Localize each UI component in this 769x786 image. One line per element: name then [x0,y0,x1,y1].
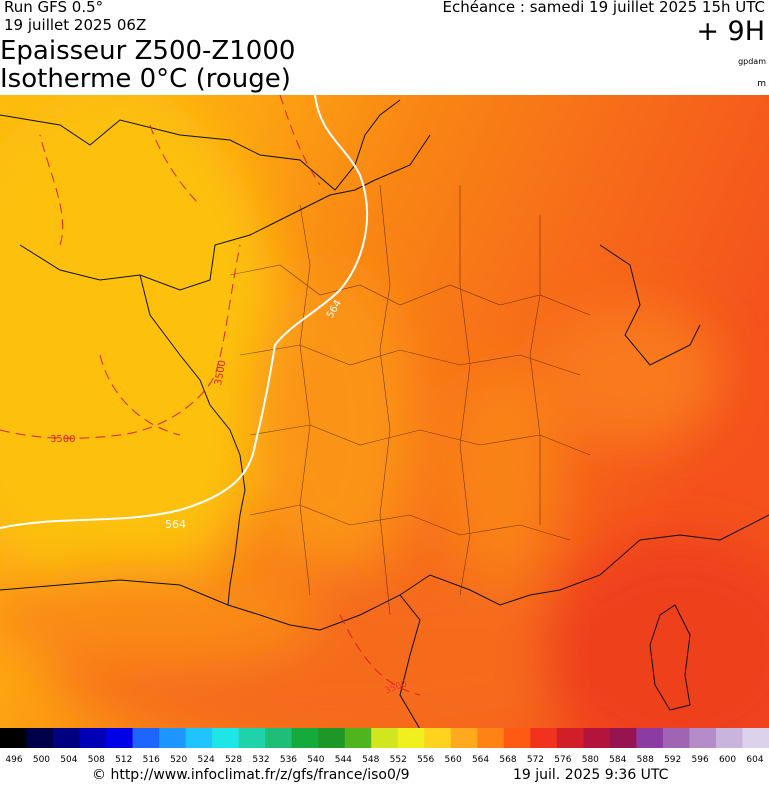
colorbar-swatch [132,728,160,748]
isotherm-0c [0,95,421,696]
contour-label: 3500 [213,359,228,386]
colorbar-label: 528 [225,755,242,765]
colorbar-label: 536 [280,755,297,765]
colorbar-label: 568 [499,755,516,765]
colorbar-label: 600 [719,755,736,765]
colorbar-swatch [291,728,319,748]
colorbar-swatch [238,728,266,748]
colorbar-swatch [53,728,81,748]
colorbar-swatch [371,728,399,748]
colorbar-swatch [530,728,558,748]
colorbar-label: 572 [527,755,544,765]
colorbar-swatch [106,728,134,748]
colorbar-label: 512 [115,755,132,765]
lead-time: + 9H [696,16,765,47]
colorbar-swatch [397,728,425,748]
colorbar-label: 532 [252,755,269,765]
colorbar-swatch [742,728,769,748]
colorbar-swatch [662,728,690,748]
isoline-564 [0,95,369,529]
colorbar-swatch [0,728,28,748]
colorbar-swatch [715,728,743,748]
colorbar-label: 520 [170,755,187,765]
title-line1: Epaisseur Z500-Z1000 [0,36,296,66]
colorbar-swatch [424,728,452,748]
field-shading [0,95,769,729]
colorbar-label: 516 [143,755,160,765]
colorbar-swatch [583,728,611,748]
colorbar-swatch [609,728,637,748]
colorbar-swatch [477,728,505,748]
colorbar-swatch [185,728,213,748]
department-borders [229,184,591,616]
colorbar-label: 592 [664,755,681,765]
unit-gpdam: gpdam [738,57,766,66]
colorbar-label: 556 [417,755,434,765]
valid-time: Echéance : samedi 19 juillet 2025 15h UT… [442,0,765,16]
colorbar-label: 596 [692,755,709,765]
colorbar-label: 552 [390,755,407,765]
colorbar-swatch [689,728,717,748]
colorbar-label: 588 [637,755,654,765]
colorbar-swatch [79,728,107,748]
contour-label: 3500 [50,434,75,445]
colorbar-swatch [344,728,372,748]
colorbar-swatch [450,728,478,748]
unit-m: m [757,79,766,89]
colorbar-swatch [636,728,664,748]
colorbar-swatch [26,728,54,748]
colorbar-label: 496 [5,755,22,765]
colorbar-label: 548 [362,755,379,765]
colorbar-label: 580 [582,755,599,765]
colorbar-label: 604 [746,755,763,765]
colorbar-label: 564 [472,755,489,765]
colorbar-swatch [503,728,531,748]
colorbar-label: 560 [445,755,462,765]
colorbar-label: 500 [33,755,50,765]
colorbar-swatch [318,728,346,748]
colorbar-swatch [265,728,293,748]
colorbar-swatch [159,728,187,748]
coastlines [0,99,769,729]
colorbar: 496 500 504 508 512 516 520 524 528 532 536 540 544 5… [0,728,769,765]
colorbar-label: 508 [88,755,105,765]
run-label: Run GFS 0.5° [4,0,104,16]
colorbar-swatch [212,728,240,748]
run-date: 19 juillet 2025 06Z [4,16,147,34]
colorbar-label: 544 [335,755,352,765]
colorbar-label: 504 [60,755,77,765]
timestamp: 19 juil. 2025 9:36 UTC [513,767,669,783]
colorbar-label: 540 [307,755,324,765]
colorbar-label: 584 [609,755,626,765]
colorbar-label: 524 [198,755,215,765]
title-line2: Isotherme 0°C (rouge) [0,64,291,94]
colorbar-swatch [556,728,584,748]
colorbar-label: 576 [554,755,571,765]
map: 564 564 3500 3500 3500 [0,95,769,729]
source-url: © http://www.infoclimat.fr/z/gfs/france/… [92,767,410,783]
contour-label: 564 [165,518,186,531]
